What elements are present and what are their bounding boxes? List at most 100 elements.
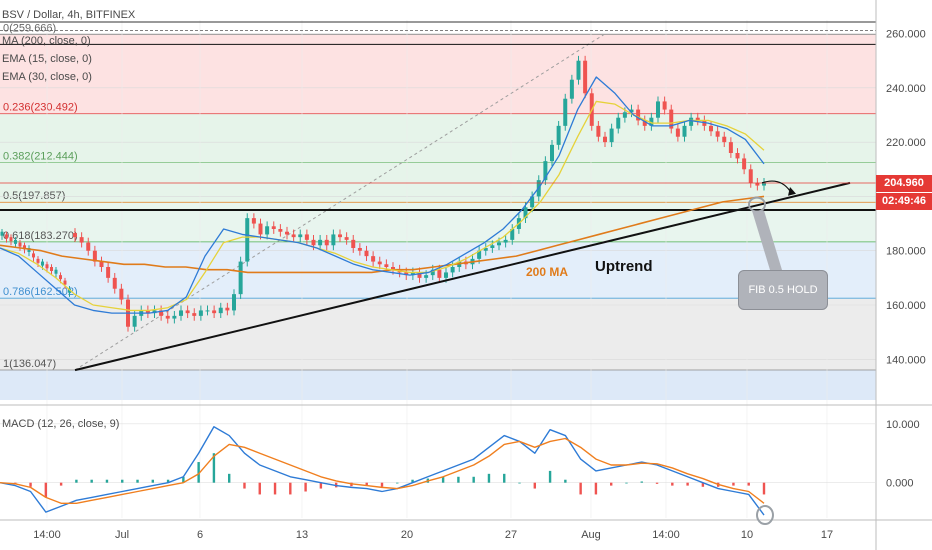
candle-body — [9, 237, 13, 242]
macd-histogram-bar — [671, 482, 674, 486]
candle-body — [304, 234, 309, 240]
candle-body — [245, 218, 250, 262]
candle-body — [364, 250, 369, 257]
fib-band — [0, 202, 876, 242]
candle-body — [649, 117, 654, 126]
candle-body — [258, 223, 263, 235]
candle-body — [59, 275, 62, 280]
candle-body — [410, 272, 415, 276]
macd-histogram-bar — [228, 473, 231, 483]
indicator-ma200-label[interactable]: MA (200, close, 0) — [2, 35, 91, 47]
candle-body — [265, 226, 270, 235]
macd-highlight-circle — [756, 505, 774, 526]
candle-body — [318, 239, 323, 246]
macd-histogram-bar — [75, 479, 78, 483]
candle-body — [324, 239, 329, 246]
candle-body — [629, 109, 634, 113]
candle-body — [642, 120, 647, 126]
candle-body — [92, 250, 97, 262]
candle-body — [603, 136, 607, 143]
macd-histogram-bar — [59, 482, 63, 486]
fib-level-label: 0.236(230.492) — [3, 102, 78, 114]
candle-body — [682, 125, 687, 137]
candle-body — [444, 272, 448, 278]
fib-band — [0, 162, 876, 203]
candle-body — [225, 307, 230, 311]
macd-histogram-bar — [380, 482, 384, 487]
candle-body — [218, 307, 223, 314]
candle-body — [45, 264, 49, 269]
candle-body — [728, 142, 733, 153]
candle-body — [450, 267, 455, 273]
candle-body — [669, 109, 674, 129]
candle-body — [0, 231, 4, 236]
candle-body — [371, 256, 376, 262]
candle-body — [344, 237, 349, 240]
candle-body — [583, 60, 588, 94]
macd-histogram-bar — [105, 479, 109, 483]
candle-body — [490, 245, 495, 248]
candle-body — [742, 158, 747, 170]
macd-histogram-bar — [121, 479, 124, 483]
x-tick-label: 13 — [296, 529, 308, 541]
candle-body — [198, 310, 203, 316]
candle-body — [271, 226, 276, 229]
macd-histogram-bar — [197, 462, 200, 483]
candle-body — [550, 144, 554, 162]
projection-arrow — [761, 180, 791, 192]
candle-body — [291, 234, 296, 238]
fib-band — [0, 113, 876, 163]
candle-body — [523, 207, 528, 219]
candle-body — [437, 269, 442, 278]
macd-histogram-bar — [396, 482, 399, 484]
macd-histogram-bar — [212, 453, 216, 483]
candle-body — [748, 169, 753, 183]
candle-body — [543, 161, 548, 181]
macd-label[interactable]: MACD (12, 26, close, 9) — [2, 418, 120, 430]
macd-histogram-bar — [319, 482, 323, 489]
candle-body — [331, 234, 336, 246]
candle-body — [569, 79, 574, 99]
fib-anchor-line — [74, 34, 605, 371]
macd-histogram-bar — [258, 482, 261, 495]
y-tick-label: 240.000 — [886, 83, 926, 95]
candle-body — [755, 182, 760, 186]
candle-body — [119, 288, 124, 300]
macd-y-tick-label: 0.000 — [886, 478, 914, 490]
candle-body — [563, 98, 568, 126]
candle-body — [662, 101, 667, 110]
macd-line — [0, 426, 765, 516]
macd-histogram-bar — [166, 479, 170, 483]
x-tick-label: 17 — [821, 529, 833, 541]
macd-histogram-bar — [44, 482, 48, 498]
fib-hold-callout: FIB 0.5 HOLD — [738, 270, 828, 310]
candle-body — [391, 267, 395, 270]
candle-body — [417, 272, 422, 278]
candle-body — [212, 310, 217, 314]
x-tick-label: 6 — [197, 529, 203, 541]
candle-body — [311, 239, 316, 246]
candle-body — [483, 248, 488, 251]
candle-body — [79, 237, 84, 243]
x-tick-label: 14:00 — [652, 529, 680, 541]
candle-body — [285, 231, 289, 235]
candle-body — [132, 315, 137, 327]
candle-body — [351, 239, 356, 248]
macd-histogram-bar — [182, 476, 185, 483]
candle-body — [510, 229, 515, 240]
candle-body — [424, 275, 429, 278]
candle-body — [689, 117, 694, 126]
indicator-ema15-label[interactable]: EMA (15, close, 0) — [2, 53, 92, 65]
candle-body — [636, 109, 641, 121]
candle-body — [530, 196, 535, 208]
x-tick-label: 10 — [741, 529, 753, 541]
candle-body — [54, 269, 58, 274]
candle-body — [497, 242, 501, 246]
macd-histogram-bar — [655, 482, 659, 484]
fib-level-label: 0(259.666) — [3, 22, 56, 34]
indicator-ema30-label[interactable]: EMA (30, close, 0) — [2, 71, 92, 83]
candle-body — [404, 272, 409, 276]
candle-body — [675, 128, 680, 137]
